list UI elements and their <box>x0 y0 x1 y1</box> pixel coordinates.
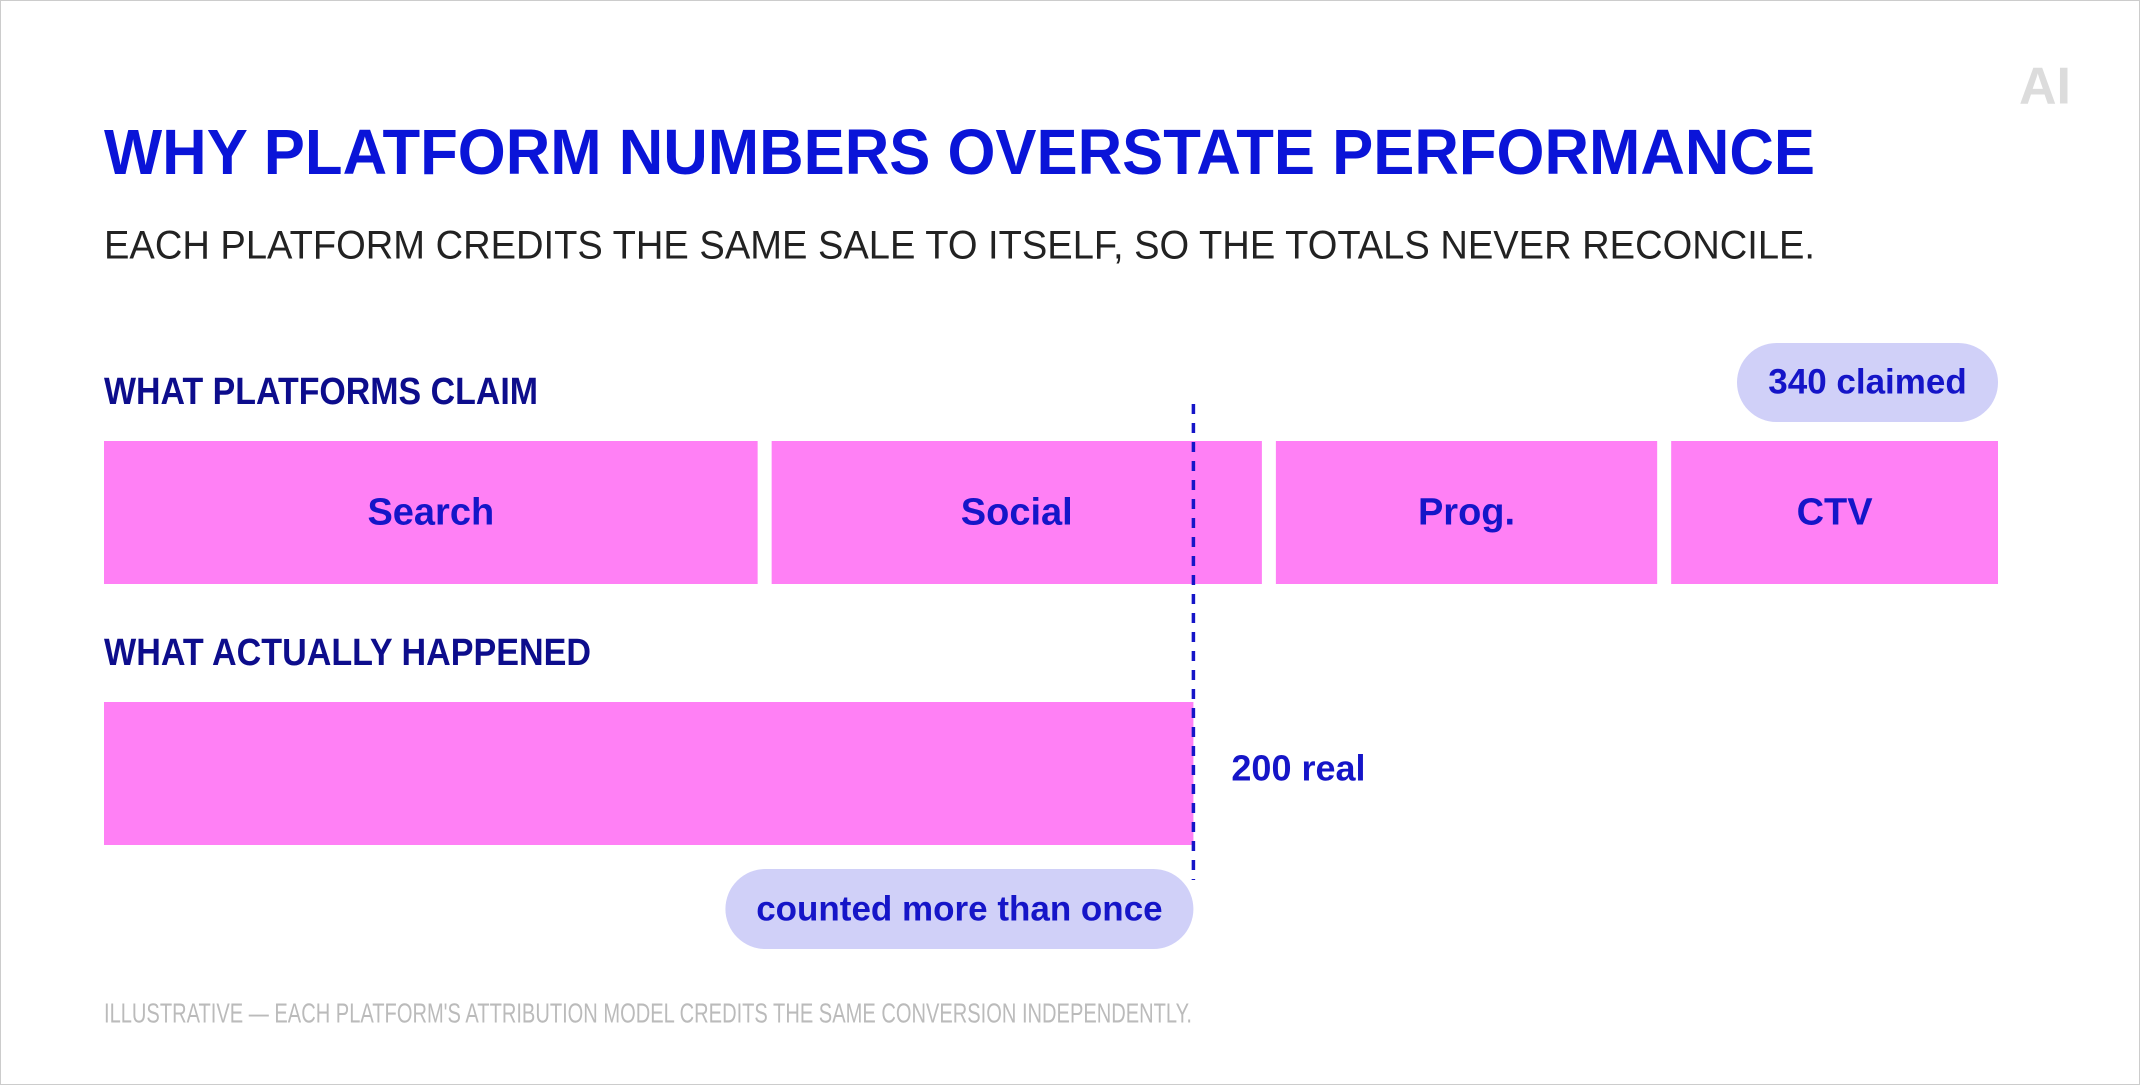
bar-segment <box>1275 441 1658 584</box>
segment-label: CTV <box>1797 492 1874 534</box>
bar-segment <box>104 441 758 584</box>
claimed-pill <box>1737 343 1998 422</box>
segment-label: Social <box>961 492 1073 534</box>
logo: AI <box>2019 58 2071 116</box>
segment-label: Search <box>367 492 494 534</box>
footnote: ILLUSTRATIVE — EACH PLATFORM'S ATTRIBUTI… <box>104 997 1192 1028</box>
chart-subtitle: EACH PLATFORM CREDITS THE SAME SALE TO I… <box>104 224 1815 268</box>
chart-title: WHY PLATFORM NUMBERS OVERSTATE PERFORMAN… <box>104 116 1815 188</box>
group-label: WHAT PLATFORMS CLAIM <box>104 371 538 413</box>
overlap-label: counted more than once <box>756 889 1162 928</box>
group-label: WHAT ACTUALLY HAPPENED <box>104 632 591 674</box>
overlap-pill <box>725 869 1194 949</box>
bar-segment <box>771 441 1262 584</box>
segment-label: Prog. <box>1418 492 1515 534</box>
claimed-label: 340 claimed <box>1768 362 1966 401</box>
real-label: 200 real <box>1231 748 1365 789</box>
bar-segment <box>1671 441 1998 584</box>
bar-segment <box>104 702 1194 845</box>
